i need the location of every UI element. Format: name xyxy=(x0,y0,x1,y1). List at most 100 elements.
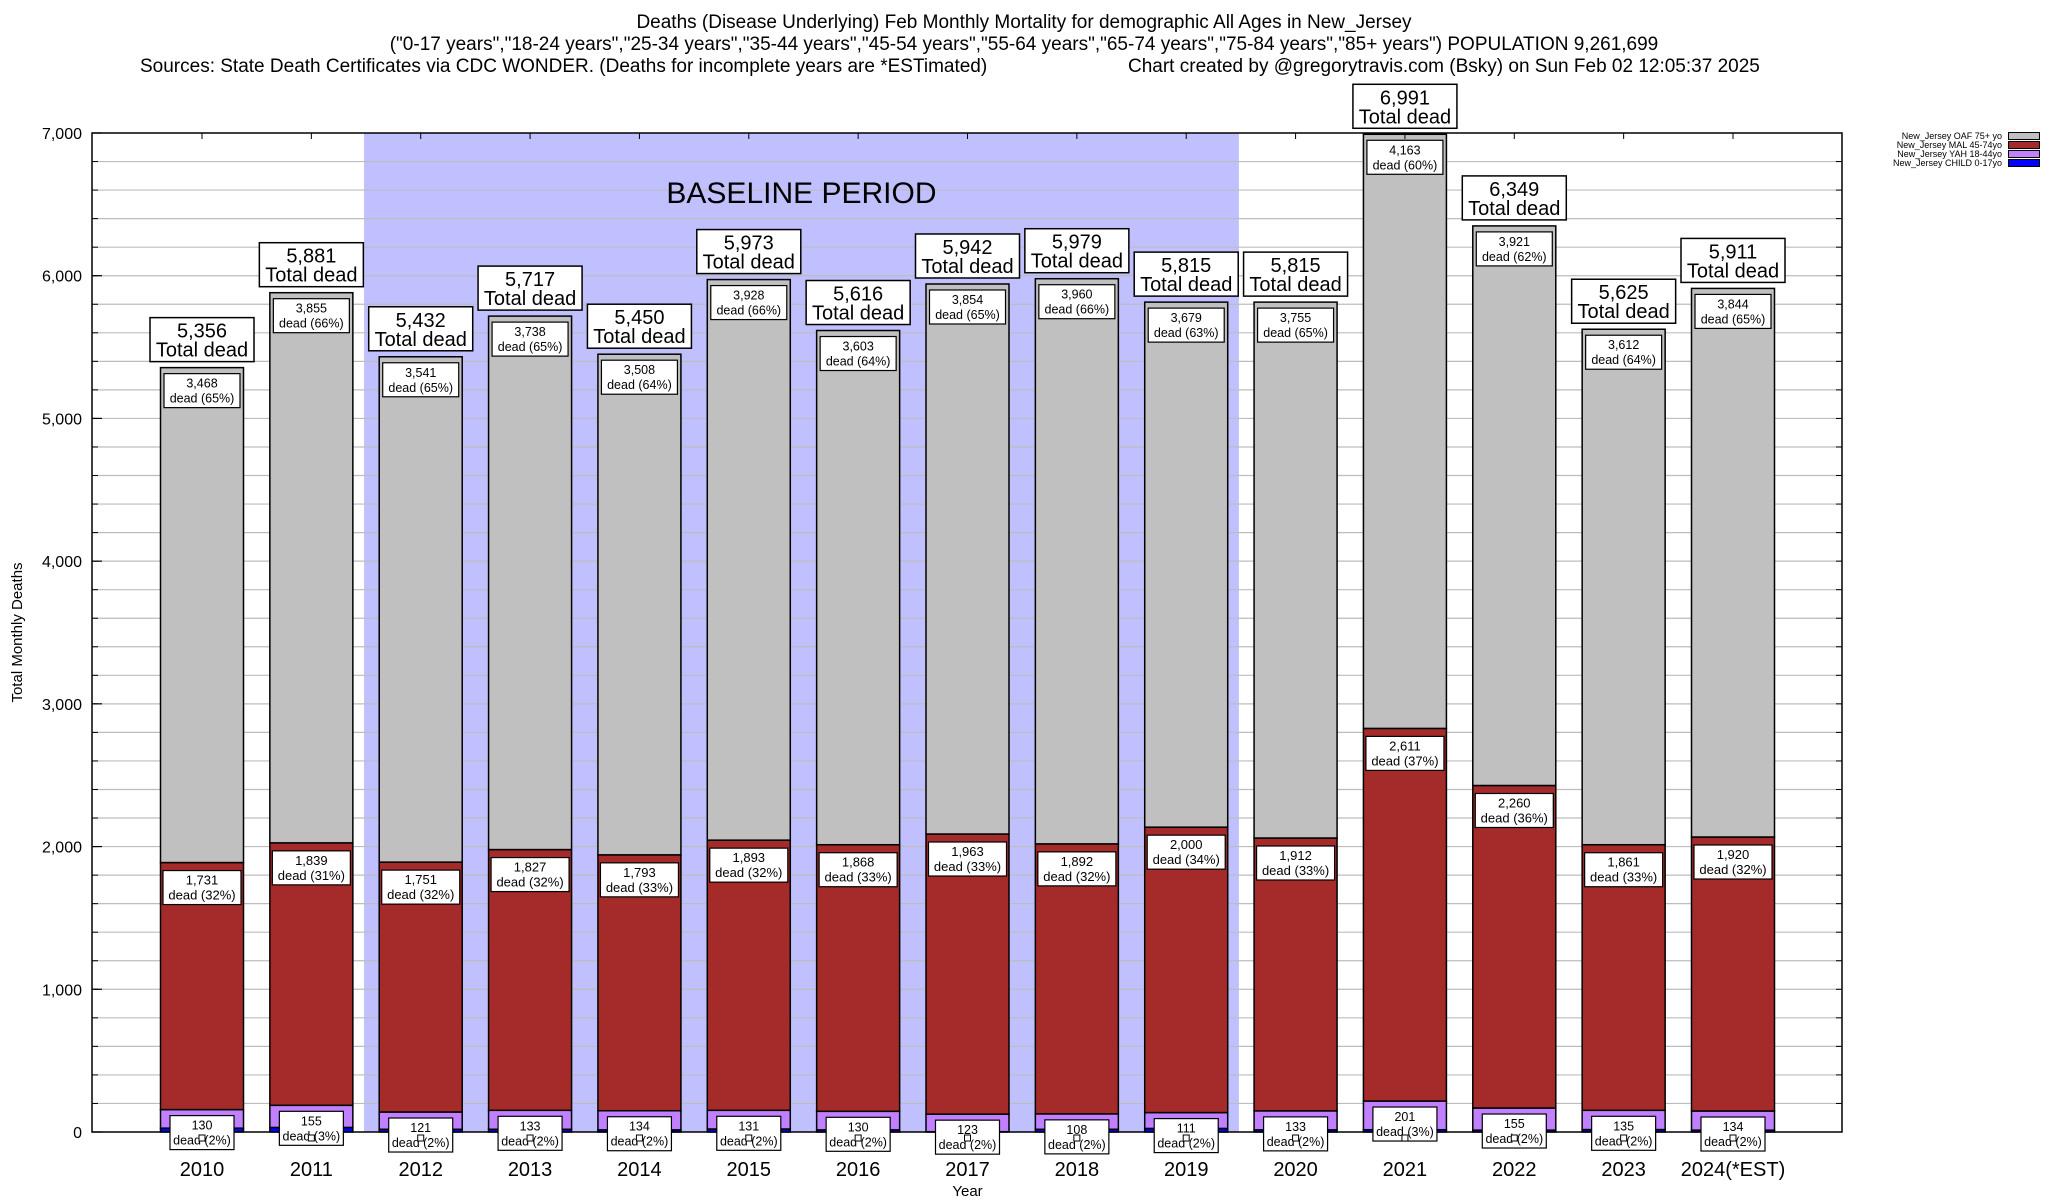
x-tick-label: 2017 xyxy=(945,1159,990,1181)
oaf-label-pct: dead (64%) xyxy=(1591,353,1656,367)
oaf-label-value: 3,855 xyxy=(296,302,327,316)
yah-label-box xyxy=(1700,1116,1766,1152)
legend-label: New_Jersey MAL 45-74yo xyxy=(1896,139,2002,150)
bar-segment-oaf xyxy=(378,356,463,863)
mal-label-box xyxy=(1474,792,1554,829)
total-label-value: 5,881 xyxy=(286,246,336,268)
y-tick-label: 1,000 xyxy=(42,982,82,999)
mal-label-pct: dead (37%) xyxy=(1371,753,1438,768)
child-marker xyxy=(1401,1134,1409,1142)
total-label-suffix: Total dead xyxy=(1687,260,1779,282)
oaf-label-box xyxy=(1585,334,1663,370)
mal-label-box xyxy=(818,852,898,888)
oaf-label-pct: dead (66%) xyxy=(716,304,781,318)
legend-swatch xyxy=(2008,149,2040,158)
bar-segment-oaf xyxy=(487,315,573,851)
bar-segment-oaf xyxy=(597,353,682,856)
mal-label-value: 1,920 xyxy=(1717,847,1750,862)
yah-label-value: 133 xyxy=(1285,1120,1306,1134)
total-label-box xyxy=(258,241,365,288)
total-label-box xyxy=(1133,251,1239,297)
mal-label-value: 1,912 xyxy=(1279,848,1312,863)
total-label-box xyxy=(586,303,693,349)
x-tick-label: 2015 xyxy=(727,1159,772,1181)
total-label-value: 5,973 xyxy=(724,233,774,255)
oaf-label-value: 3,844 xyxy=(1717,297,1748,311)
bar-segment-mal xyxy=(1143,826,1229,1114)
mal-label-pct: dead (33%) xyxy=(606,880,673,895)
yah-label-box xyxy=(1591,1115,1657,1151)
mal-label-value: 1,868 xyxy=(842,855,875,870)
mal-label-box xyxy=(490,856,570,893)
yah-label-value: 131 xyxy=(738,1119,759,1133)
x-axis-label: Year xyxy=(952,1183,982,1200)
mal-label-box xyxy=(599,862,680,898)
mal-label-pct: dead (33%) xyxy=(1590,870,1657,885)
oaf-label-value: 3,854 xyxy=(952,293,983,307)
bar-segment-oaf xyxy=(159,366,245,864)
yah-label-value: 201 xyxy=(1394,1110,1415,1124)
total-label-suffix: Total dead xyxy=(1359,106,1451,128)
yah-label-box xyxy=(716,1115,782,1151)
child-marker xyxy=(854,1134,862,1142)
mal-label-pct: dead (32%) xyxy=(1699,862,1766,877)
bar-segment-mal xyxy=(706,839,792,1112)
mal-label-value: 2,260 xyxy=(1498,795,1531,810)
yah-label-value: 155 xyxy=(301,1114,322,1128)
oaf-label-box xyxy=(819,335,897,372)
oaf-label-value: 3,603 xyxy=(843,340,874,354)
oaf-label-value: 3,468 xyxy=(186,377,217,391)
total-label-suffix: Total dead xyxy=(156,340,248,362)
mal-label-value: 1,861 xyxy=(1607,855,1640,870)
oaf-label-pct: dead (65%) xyxy=(498,340,563,354)
bar-segment-oaf xyxy=(269,291,354,844)
oaf-label-box xyxy=(1366,139,1444,175)
oaf-label-box xyxy=(1147,307,1225,343)
oaf-label-value: 3,921 xyxy=(1499,235,1530,249)
oaf-label-pct: dead (64%) xyxy=(607,378,672,392)
total-label-box xyxy=(1352,83,1458,130)
yah-label-value: 121 xyxy=(410,1121,431,1135)
chart-credit: Chart created by @gregorytravis.com (Bsk… xyxy=(1128,56,1760,77)
yah-label-pct: dead (2%) xyxy=(611,1135,669,1149)
child-marker xyxy=(307,1134,315,1142)
y-tick-label: 7,000 xyxy=(42,126,82,143)
oaf-label-pct: dead (66%) xyxy=(279,317,344,331)
child-marker xyxy=(1729,1134,1737,1142)
mal-label-box xyxy=(1037,851,1117,887)
mal-label-pct: dead (31%) xyxy=(278,868,345,883)
bar-segment-oaf xyxy=(1472,225,1557,787)
yah-label-value: 130 xyxy=(848,1120,869,1134)
x-tick-label: 2023 xyxy=(1601,1159,1646,1181)
x-tick-label: 2022 xyxy=(1492,1159,1537,1181)
legend-swatch xyxy=(2008,158,2040,167)
mal-label-box xyxy=(709,847,789,883)
y-tick-label: 2,000 xyxy=(42,840,82,857)
total-label-value: 5,616 xyxy=(833,284,883,306)
total-label-value: 5,432 xyxy=(396,310,446,332)
bar-segment-mal xyxy=(1472,784,1557,1109)
total-label-box xyxy=(1024,227,1130,274)
yah-label-box xyxy=(1481,1113,1547,1149)
total-label-box xyxy=(477,265,583,311)
oaf-label-value: 3,738 xyxy=(514,325,545,339)
yah-label-value: 123 xyxy=(957,1123,978,1137)
bar-segment-mal xyxy=(1581,843,1666,1112)
bar-segment-oaf xyxy=(1143,301,1229,828)
mal-label-box xyxy=(1365,735,1445,772)
yah-label-pct: dead (2%) xyxy=(392,1136,450,1150)
oaf-label-box xyxy=(491,321,569,357)
bar-segment-oaf xyxy=(1034,277,1120,845)
oaf-label-value: 4,163 xyxy=(1389,143,1420,157)
total-label-value: 5,450 xyxy=(614,307,664,329)
oaf-label-box xyxy=(1694,293,1772,330)
bar-segment-mal xyxy=(1690,836,1776,1112)
child-marker xyxy=(1510,1134,1518,1142)
total-label-box xyxy=(1680,237,1786,284)
oaf-label-value: 3,928 xyxy=(733,289,764,303)
child-marker xyxy=(1073,1134,1081,1142)
total-label-suffix: Total dead xyxy=(1577,301,1669,323)
mal-label-box xyxy=(927,841,1008,877)
yah-label-box xyxy=(606,1116,673,1152)
legend-label: New_Jersey YAH 18-44yo xyxy=(1897,148,2002,159)
